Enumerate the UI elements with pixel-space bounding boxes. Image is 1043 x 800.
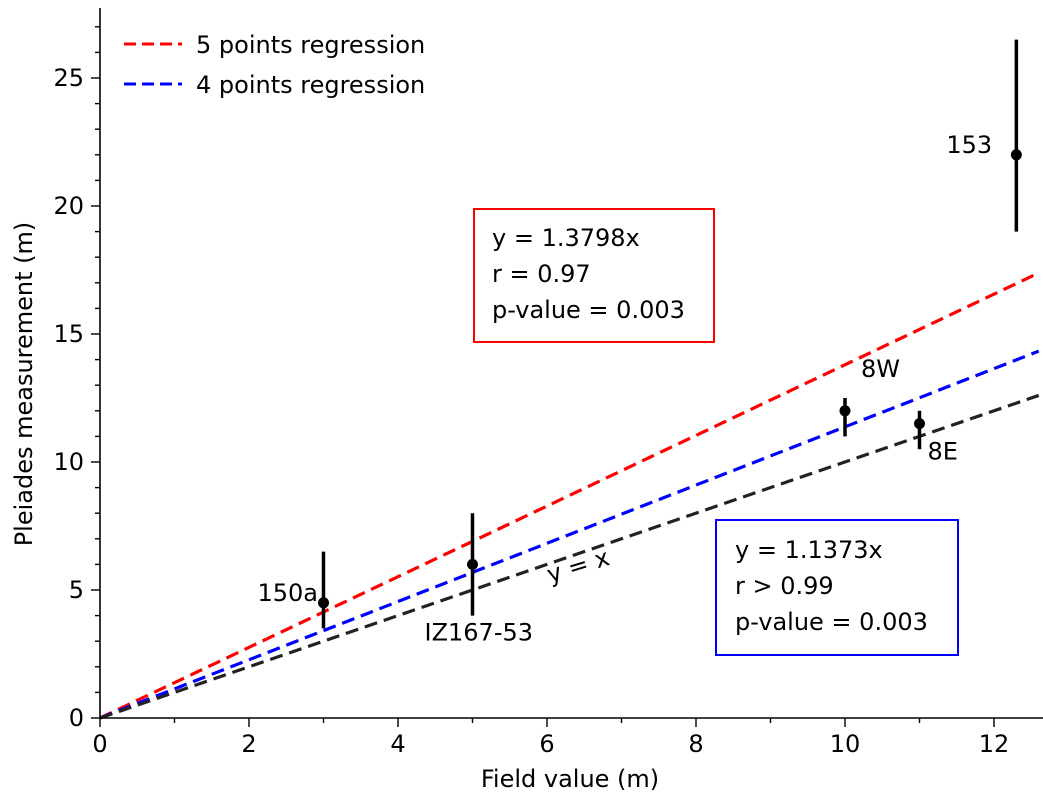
point-label: 153 <box>946 131 992 159</box>
series-line-0 <box>99 271 1040 720</box>
x-tick-label: 6 <box>539 730 554 758</box>
blue-box-border <box>715 519 959 656</box>
data-points <box>318 39 1022 629</box>
blue-box-pvalue: p-value = 0.003 <box>735 608 928 636</box>
red-box-equation: y = 1.3798x <box>492 224 640 252</box>
blue-stats-box: y = 1.1373x r > 0.99 p-value = 0.003 <box>715 519 959 656</box>
point-label: 150a <box>258 579 319 607</box>
legend-label-blue: 4 points regression <box>196 71 425 99</box>
x-axis-label: Field value (m) <box>481 765 659 793</box>
identity-line-label: y = x <box>544 543 613 588</box>
point-label: 8E <box>928 438 958 466</box>
x-tick-label: 0 <box>92 730 107 758</box>
axes: 0 2 4 6 8 10 12 0 5 10 15 20 25 <box>53 8 1043 758</box>
legend-label-red: 5 points regression <box>196 31 425 59</box>
data-point <box>839 405 851 417</box>
data-point <box>467 558 478 570</box>
data-point <box>914 418 925 430</box>
x-tick-label: 4 <box>390 730 405 758</box>
y-tick-label: 15 <box>53 320 84 348</box>
y-tick-label: 20 <box>53 192 84 220</box>
y-tick-label: 0 <box>69 704 84 732</box>
red-box-r: r = 0.97 <box>492 260 591 288</box>
x-tick-label: 12 <box>979 730 1010 758</box>
series-line-1 <box>99 349 1040 720</box>
point-label: 8W <box>861 355 900 383</box>
point-label: IZ167-53 <box>425 618 534 646</box>
x-tick-label: 8 <box>688 730 703 758</box>
x-tick-label: 10 <box>830 730 861 758</box>
y-tick-label: 25 <box>53 64 84 92</box>
y-tick-label: 5 <box>69 576 84 604</box>
data-point <box>318 597 329 609</box>
y-axis-label: Pleiades measurement (m) <box>10 222 38 547</box>
red-box-border <box>473 208 715 343</box>
blue-box-equation: y = 1.1373x <box>735 536 883 564</box>
data-point <box>1010 149 1022 161</box>
y-tick-label: 10 <box>53 448 84 476</box>
blue-box-r: r > 0.99 <box>735 572 834 600</box>
x-tick-label: 2 <box>241 730 256 758</box>
series-line-2 <box>99 393 1040 720</box>
legend: 5 points regression 4 points regression <box>124 31 425 99</box>
point-labels: 150a IZ167-53 8W 8E 153 <box>258 131 993 647</box>
regression-lines <box>99 271 1040 720</box>
red-box-pvalue: p-value = 0.003 <box>492 296 685 324</box>
red-stats-box: y = 1.3798x r = 0.97 p-value = 0.003 <box>473 208 715 343</box>
